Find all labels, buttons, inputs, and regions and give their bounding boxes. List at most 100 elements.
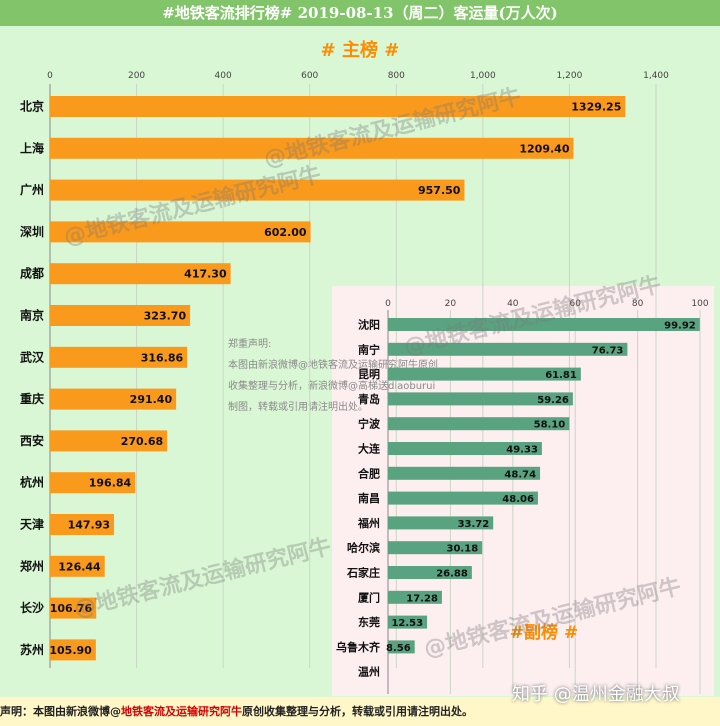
category-label: 沈阳 <box>358 318 380 332</box>
category-label: 郑州 <box>20 558 44 573</box>
x-tick-label: 0 <box>47 71 53 81</box>
data-label: 30.18 <box>447 544 479 555</box>
main-chart-title: # 主榜 # <box>320 40 400 61</box>
bar <box>50 263 231 285</box>
data-label: 1209.40 <box>519 142 569 155</box>
x-tick-label: 200 <box>128 71 145 81</box>
data-label: 76.73 <box>592 345 624 356</box>
data-label: 417.30 <box>184 268 227 281</box>
x-tick-label: 400 <box>215 71 232 81</box>
bar <box>388 590 442 604</box>
data-label: 59.26 <box>537 395 569 406</box>
data-label: 106.76 <box>50 602 93 615</box>
category-label: 天津 <box>20 517 44 532</box>
bar <box>50 96 626 117</box>
category-label: 厦门 <box>358 590 380 604</box>
copyright-notice: 郑重声明: 本图由新浪微博@地铁客流及运输研究阿牛原创 收集整理与分析，新浪微博… <box>228 334 468 418</box>
notice-line: 本图由新浪微博@地铁客流及运输研究阿牛原创 <box>228 360 438 371</box>
category-label: 温州 <box>358 665 380 679</box>
x-tick-label: 1,200 <box>557 71 583 81</box>
bar <box>388 417 570 431</box>
category-label: 武汉 <box>20 349 45 364</box>
bar <box>50 179 465 201</box>
bar <box>50 472 136 494</box>
notice-line: 收集整理与分析，新浪微博@高梯送diaoburui <box>228 381 436 392</box>
x-tick-label: 60 <box>569 299 581 309</box>
category-label: 西安 <box>20 433 44 448</box>
category-label: 成都 <box>20 266 44 281</box>
data-label: 323.70 <box>144 310 187 323</box>
category-label: 石家庄 <box>346 566 380 580</box>
bar <box>50 597 97 619</box>
chart-header-title: #地铁客流排行榜# 2019-08-13（周二）客运量(万人次) <box>0 0 720 26</box>
data-label: 48.06 <box>502 494 534 505</box>
bar <box>50 514 115 535</box>
data-label: 33.72 <box>458 519 490 530</box>
data-label: 26.88 <box>436 569 468 580</box>
category-label: 杭州 <box>20 475 44 490</box>
notice-line: 制图，转载或引用请注明出处。 <box>228 402 368 413</box>
data-label: 602.00 <box>264 226 307 239</box>
category-label: 大连 <box>358 442 381 456</box>
footer-account: 地铁客流及运输研究阿牛 <box>121 705 242 718</box>
notice-title: 郑重声明: <box>228 339 272 350</box>
category-label: 南宁 <box>358 342 380 356</box>
x-tick-label: 20 <box>445 299 457 309</box>
footer-suffix: 原创收集整理与分析，转载或引用请注明出处。 <box>242 705 473 718</box>
bar <box>50 305 191 326</box>
data-label: 49.33 <box>506 445 538 456</box>
data-label: 8.56 <box>386 643 411 654</box>
data-label: 957.50 <box>418 184 461 197</box>
category-label: 乌鲁木齐 <box>336 640 381 654</box>
data-label: 1329.25 <box>571 101 621 114</box>
bar <box>388 367 581 381</box>
data-label: 291.40 <box>130 393 173 406</box>
category-label: 深圳 <box>20 224 44 239</box>
data-label: 196.84 <box>89 477 132 490</box>
bar <box>50 388 177 410</box>
category-label: 昆明 <box>358 368 380 381</box>
category-label: 合肥 <box>358 466 380 480</box>
data-label: 12.53 <box>391 618 423 629</box>
bar <box>388 392 573 406</box>
data-label: 99.92 <box>664 321 696 332</box>
data-label: 58.10 <box>534 420 566 431</box>
data-label: 61.81 <box>545 370 577 381</box>
category-label: 上海 <box>20 140 44 155</box>
category-label: 长沙 <box>20 600 44 615</box>
sub-chart-title: #副榜 # <box>510 622 578 643</box>
zhihu-watermark: 知乎 @温州金融大叔 <box>512 684 680 705</box>
bar <box>388 640 415 654</box>
x-tick-label: 800 <box>388 71 405 81</box>
bar <box>388 491 538 505</box>
x-tick-label: 40 <box>507 299 519 309</box>
category-label: 哈尔滨 <box>347 541 380 555</box>
category-label: 北京 <box>20 99 44 114</box>
bar <box>50 430 168 452</box>
data-label: 316.86 <box>141 351 184 364</box>
data-label: 48.74 <box>504 469 536 480</box>
bar <box>50 137 574 159</box>
x-tick-label: 600 <box>301 71 318 81</box>
bar <box>388 466 541 480</box>
bar <box>388 516 494 530</box>
category-label: 苏州 <box>20 642 44 657</box>
bar <box>50 346 188 368</box>
category-label: 重庆 <box>20 391 44 406</box>
x-tick-label: 100 <box>691 299 708 309</box>
bar <box>388 541 483 555</box>
category-label: 广州 <box>20 182 44 197</box>
bar <box>50 639 96 661</box>
x-tick-label: 1,400 <box>643 71 669 81</box>
category-label: 南昌 <box>358 491 380 505</box>
data-label: 17.28 <box>406 593 438 604</box>
x-tick-label: 0 <box>385 299 391 309</box>
category-label: 青岛 <box>358 392 380 406</box>
bar <box>388 615 428 629</box>
bar <box>50 221 311 243</box>
x-tick-label: 80 <box>632 299 644 309</box>
category-label: 福州 <box>357 516 380 530</box>
bar <box>388 566 472 579</box>
data-label: 126.44 <box>58 560 101 573</box>
